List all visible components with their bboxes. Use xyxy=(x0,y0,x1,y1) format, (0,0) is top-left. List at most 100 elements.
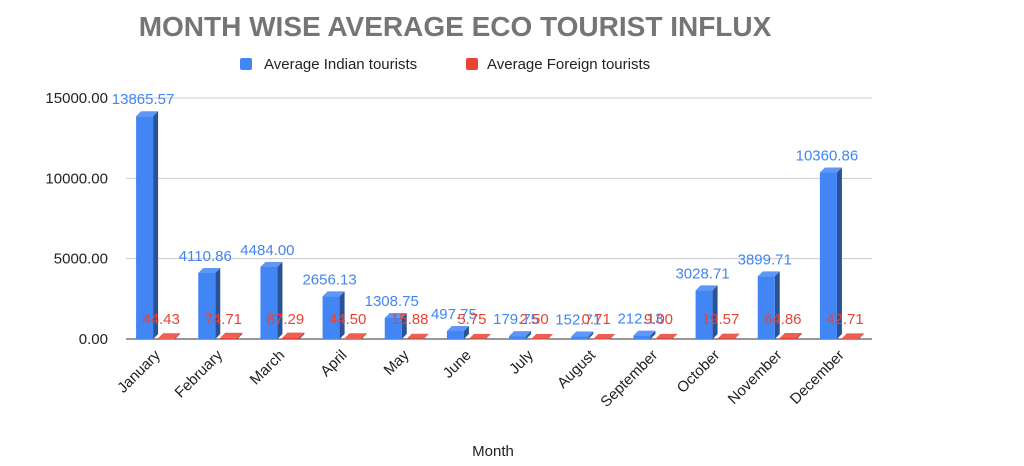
bar-side xyxy=(610,333,616,339)
bar-indian xyxy=(819,167,842,339)
bar-top xyxy=(384,312,407,318)
bar-indian xyxy=(384,312,407,339)
bar-top xyxy=(220,332,243,338)
bar-front xyxy=(136,116,154,340)
bar-side xyxy=(548,333,554,339)
chart-title: MONTH WISE AVERAGE ECO TOURIST INFLUX xyxy=(139,11,772,42)
data-label-indian: 4110.86 xyxy=(179,248,232,265)
x-tick-label: November xyxy=(725,347,786,408)
bar-front xyxy=(757,276,775,339)
data-label-foreign: 87.29 xyxy=(267,311,305,328)
legend-label-indian: Average Indian tourists xyxy=(264,56,417,73)
data-label-foreign: 42.71 xyxy=(826,311,864,328)
bar-side xyxy=(672,333,678,339)
bar-indian xyxy=(633,330,656,339)
bar-side xyxy=(153,111,159,340)
x-tick-label: August xyxy=(554,346,600,392)
x-tick-label: May xyxy=(381,346,413,378)
y-axis: 0.00 5000.00 10000.00 15000.00 xyxy=(45,90,108,348)
bar-front xyxy=(695,290,713,339)
data-label-indian: 179.75 xyxy=(493,311,539,328)
bar-foreign xyxy=(406,333,429,340)
legend-swatch-foreign xyxy=(466,58,478,70)
bar-side xyxy=(277,261,283,339)
bar-side xyxy=(588,331,594,339)
bar-top xyxy=(406,333,429,339)
bar-indian xyxy=(509,331,532,339)
bar-foreign xyxy=(655,333,678,340)
bar-side xyxy=(237,332,243,339)
bar-foreign xyxy=(841,333,864,339)
data-label-indian: 13865.57 xyxy=(112,91,175,108)
data-label-indian: 152.71 xyxy=(555,312,601,329)
bar-front xyxy=(220,337,238,339)
bar-top xyxy=(633,330,656,336)
bar-side xyxy=(423,333,429,339)
bar-foreign xyxy=(282,332,305,339)
bar-top xyxy=(158,333,181,339)
bar-indian xyxy=(198,267,221,339)
data-label-indian: 212.13 xyxy=(617,311,663,328)
x-tick-label: April xyxy=(317,347,350,380)
bar-indian xyxy=(757,271,780,339)
bar-top xyxy=(819,167,842,173)
bar-front xyxy=(571,336,589,339)
data-label-foreign: 5.75 xyxy=(457,311,486,328)
bar-front xyxy=(406,338,424,340)
bar-front xyxy=(779,337,797,339)
legend-swatch-indian xyxy=(240,58,252,70)
bars xyxy=(136,111,864,340)
bar-front xyxy=(717,338,735,340)
bar-top xyxy=(198,267,221,273)
bar-side xyxy=(401,312,407,339)
data-label-foreign: 15.88 xyxy=(391,311,429,328)
bar-top xyxy=(717,333,740,339)
bar-front xyxy=(531,338,549,340)
bar-side xyxy=(175,333,181,339)
bar-foreign xyxy=(468,333,491,340)
x-tick-label: October xyxy=(674,347,724,397)
bar-side xyxy=(858,333,864,339)
bar-foreign xyxy=(779,332,802,339)
bar-front xyxy=(384,317,402,339)
data-label-foreign: 44.43 xyxy=(142,311,180,328)
data-label-foreign: 19.57 xyxy=(702,311,740,328)
bar-side xyxy=(215,267,221,339)
bar-side xyxy=(796,332,802,339)
data-label-indian: 4484.00 xyxy=(240,242,294,259)
bar-front xyxy=(509,336,527,339)
data-labels: 13865.57 44.43 4110.86 74.71 4484.00 87.29 265… xyxy=(112,91,864,328)
bar-front xyxy=(819,172,837,339)
data-label-indian: 2656.13 xyxy=(302,271,356,288)
bar-indian xyxy=(695,285,718,339)
data-label-foreign: 44.50 xyxy=(329,311,367,328)
bar-front xyxy=(344,338,362,339)
bar-side xyxy=(712,285,718,339)
bar-indian xyxy=(136,111,159,340)
x-axis: January February March April May June July Augu… xyxy=(114,346,848,410)
bar-front xyxy=(446,331,464,339)
bar-top xyxy=(468,333,491,339)
bar-front xyxy=(655,338,673,340)
bar-top xyxy=(446,326,469,332)
bar-foreign xyxy=(717,333,740,340)
bar-indian xyxy=(446,326,469,339)
data-label-foreign: 9.00 xyxy=(644,311,673,328)
legend: Average Indian tourists Average Foreign … xyxy=(240,56,650,73)
gridlines xyxy=(126,97,872,340)
bar-top xyxy=(757,271,780,277)
data-label-indian: 1308.75 xyxy=(365,293,419,310)
bar-side xyxy=(299,332,305,339)
bar-top xyxy=(136,111,159,117)
bar-top xyxy=(571,331,594,337)
x-tick-label: February xyxy=(172,346,227,401)
data-label-foreign: 2.50 xyxy=(519,311,548,328)
x-tick-label: January xyxy=(114,346,164,396)
bar-side xyxy=(361,333,367,339)
bar-indian xyxy=(322,291,345,339)
bar-side xyxy=(463,326,469,339)
bar-top xyxy=(260,261,283,267)
bar-top xyxy=(695,285,718,291)
bar-front xyxy=(282,337,300,339)
